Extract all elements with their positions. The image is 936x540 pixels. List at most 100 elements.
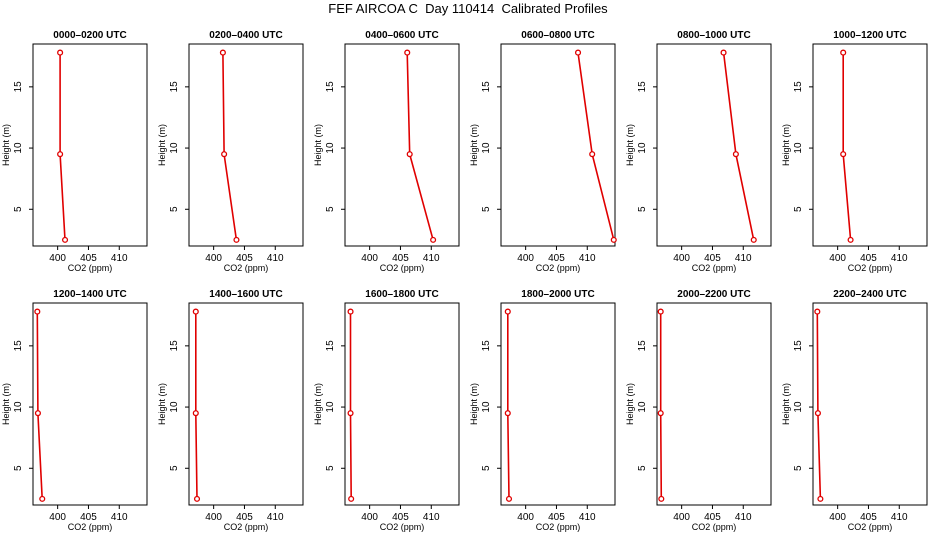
profile-point [219, 49, 226, 56]
profile-point [505, 495, 513, 502]
y-tick-label: 5 [793, 465, 804, 471]
x-tick-label: 405 [860, 253, 877, 264]
x-tick-label: 410 [423, 253, 440, 264]
main-title: FEF AIRCOA C Day 110414 Calibrated Profi… [328, 1, 608, 16]
y-tick-label: 5 [481, 206, 492, 212]
profile-point [61, 236, 69, 243]
x-tick-label: 400 [517, 253, 534, 264]
profile-line [577, 52, 615, 241]
plot-frame [656, 302, 772, 506]
profile-point [657, 308, 664, 315]
y-tick-label: 5 [169, 465, 180, 471]
y-tick-label: 15 [325, 340, 336, 352]
profile-point [814, 308, 821, 315]
profile-point [658, 495, 665, 502]
x-tick-label: 405 [548, 512, 565, 523]
x-tick-label: 405 [80, 253, 97, 264]
profile-point [34, 308, 41, 315]
profile-line [349, 311, 352, 499]
x-tick-label: 405 [704, 512, 721, 523]
y-axis-label: Height (m) [469, 383, 479, 425]
x-tick-label: 405 [704, 253, 721, 264]
panel-title: 1400–1600 UTC [209, 289, 282, 300]
panel-title: 2200–2400 UTC [833, 289, 906, 300]
y-tick-label: 5 [637, 206, 648, 212]
x-axis-label: CO2 (ppm) [380, 522, 425, 532]
x-tick-label: 400 [49, 512, 66, 523]
y-tick-label: 10 [481, 401, 492, 413]
profile-point [347, 308, 354, 315]
y-tick-label: 5 [793, 206, 804, 212]
y-axis-label: Height (m) [625, 383, 635, 425]
profile-line [842, 52, 852, 240]
profile-point [347, 410, 354, 417]
x-tick-label: 400 [361, 253, 378, 264]
x-tick-label: 410 [267, 253, 284, 264]
x-tick-label: 410 [891, 512, 908, 523]
profile-point [193, 495, 201, 502]
profile-point [430, 236, 437, 243]
x-tick-label: 410 [735, 253, 752, 264]
x-tick-label: 410 [891, 253, 908, 264]
x-axis-label: CO2 (ppm) [692, 522, 737, 532]
y-axis-label: Height (m) [1, 383, 11, 425]
x-tick-label: 405 [392, 253, 409, 264]
profile-point [348, 495, 355, 502]
y-tick-label: 15 [637, 81, 648, 93]
profile-point [817, 495, 824, 502]
profile-point [720, 49, 727, 56]
x-tick-label: 410 [735, 512, 752, 523]
plot-frame [500, 302, 616, 506]
x-tick-label: 400 [361, 512, 378, 523]
y-tick-label: 15 [325, 81, 336, 93]
y-tick-label: 10 [169, 142, 180, 154]
plot-frame [812, 43, 928, 247]
profile-point [504, 308, 511, 315]
plot-frame [344, 43, 460, 247]
plot-frame [188, 43, 304, 247]
panel-title: 1000–1200 UTC [833, 30, 906, 41]
x-axis-label: CO2 (ppm) [68, 522, 113, 532]
x-axis-label: CO2 (ppm) [536, 522, 581, 532]
profile-point [406, 151, 413, 158]
x-tick-label: 410 [267, 512, 284, 523]
profile-line [59, 52, 66, 240]
x-axis-label: CO2 (ppm) [224, 263, 269, 273]
panel-title: 0600–0800 UTC [521, 30, 594, 41]
profile-point [750, 236, 757, 243]
profile-point [574, 49, 582, 56]
y-axis-label: Height (m) [157, 124, 167, 166]
y-tick-label: 10 [325, 401, 336, 413]
profile-line [506, 311, 510, 499]
panel-title: 2000–2200 UTC [677, 289, 750, 300]
profile-point [504, 410, 511, 417]
x-tick-label: 405 [80, 512, 97, 523]
x-tick-label: 400 [829, 253, 846, 264]
x-axis-label: CO2 (ppm) [224, 522, 269, 532]
profile-point [657, 410, 664, 417]
panel-title: 1600–1800 UTC [365, 289, 438, 300]
x-axis-label: CO2 (ppm) [848, 263, 893, 273]
plot-frame [500, 43, 616, 247]
y-tick-label: 10 [325, 142, 336, 154]
y-tick-label: 15 [793, 340, 804, 352]
y-tick-label: 10 [793, 401, 804, 413]
profile-line [406, 52, 434, 241]
y-axis-label: Height (m) [469, 124, 479, 166]
x-tick-label: 400 [517, 512, 534, 523]
plot-frame [188, 302, 304, 506]
y-tick-label: 5 [169, 206, 180, 212]
x-axis-label: CO2 (ppm) [380, 263, 425, 273]
plot-frame [32, 302, 148, 506]
panel-title: 1200–1400 UTC [53, 289, 126, 300]
y-tick-label: 10 [793, 142, 804, 154]
x-tick-label: 410 [579, 512, 596, 523]
y-tick-label: 5 [325, 206, 336, 212]
profile-point [840, 151, 847, 158]
y-tick-label: 5 [481, 465, 492, 471]
panel-title: 0800–1000 UTC [677, 30, 750, 41]
